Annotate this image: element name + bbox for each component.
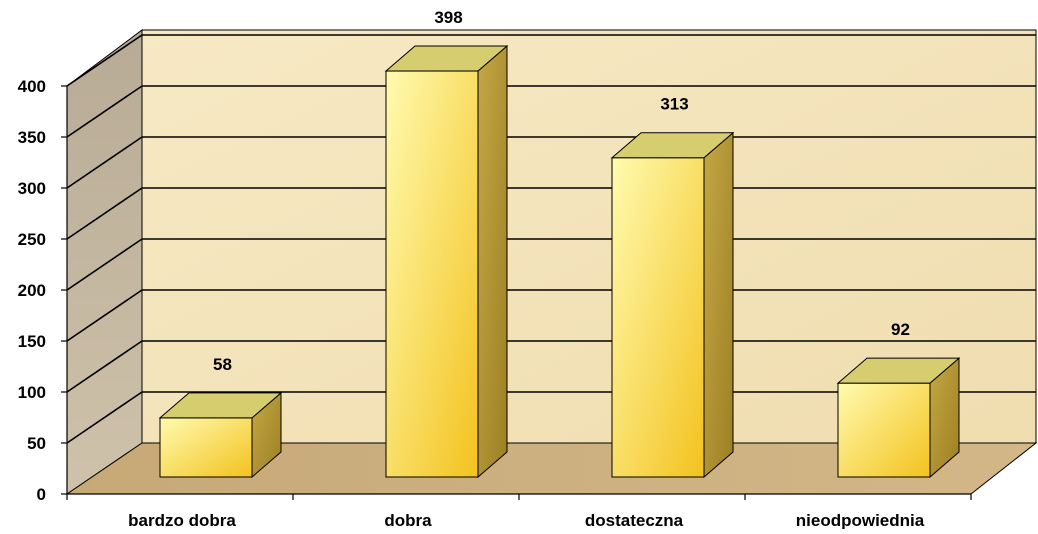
gridline	[66, 85, 1036, 138]
x-axis: bardzo dobra dobra dostateczna nieodpowiedn…	[128, 511, 925, 530]
gridline	[66, 340, 1036, 393]
data-labels: 58 398 313 92	[213, 8, 910, 374]
bar-top-nieodpowiednia	[836, 357, 961, 384]
x-category-label: bardzo dobra	[128, 511, 236, 529]
y-tick-label: 350	[18, 128, 46, 147]
y-tick-label: 100	[18, 383, 46, 402]
bar-front-bardzo-dobra	[159, 417, 253, 478]
bar-top-dobra	[384, 45, 509, 72]
gridline	[66, 34, 1036, 87]
y-tick-label: 300	[18, 179, 46, 198]
bar-front-dostateczna	[611, 157, 705, 478]
y-tick-label: 50	[27, 434, 46, 453]
bar-side-dostateczna	[703, 131, 734, 479]
x-category-label: dostateczna	[585, 511, 684, 529]
y-tick-label: 0	[37, 485, 46, 504]
data-label: 92	[891, 320, 910, 339]
data-label: 313	[660, 95, 688, 114]
bar-front-dobra	[385, 70, 479, 478]
gridline	[66, 136, 1036, 189]
gridline	[66, 391, 1036, 444]
gridlines	[66, 34, 1036, 444]
bar-top-dostateczna	[610, 132, 735, 159]
gridline	[66, 238, 1036, 291]
side-wall	[66, 29, 143, 495]
gridline	[66, 187, 1036, 240]
data-label: 58	[213, 355, 232, 374]
y-tick-label: 200	[18, 281, 46, 300]
y-axis: 0 50 100 150 200 250 300 350 400	[18, 77, 972, 504]
bars	[158, 44, 961, 479]
y-tick-label: 150	[18, 332, 46, 351]
bar-front-nieodpowiednia	[837, 382, 931, 478]
x-category-label: dobra	[384, 511, 432, 529]
data-label: 398	[434, 8, 462, 27]
bar-side-dobra	[477, 44, 508, 479]
y-tick-label: 250	[18, 230, 46, 249]
y-tick-label: 400	[18, 77, 46, 96]
bar-top-bardzo-dobra	[158, 392, 283, 419]
gridline	[66, 289, 1036, 342]
x-category-label: nieodpowiednia	[796, 511, 925, 529]
